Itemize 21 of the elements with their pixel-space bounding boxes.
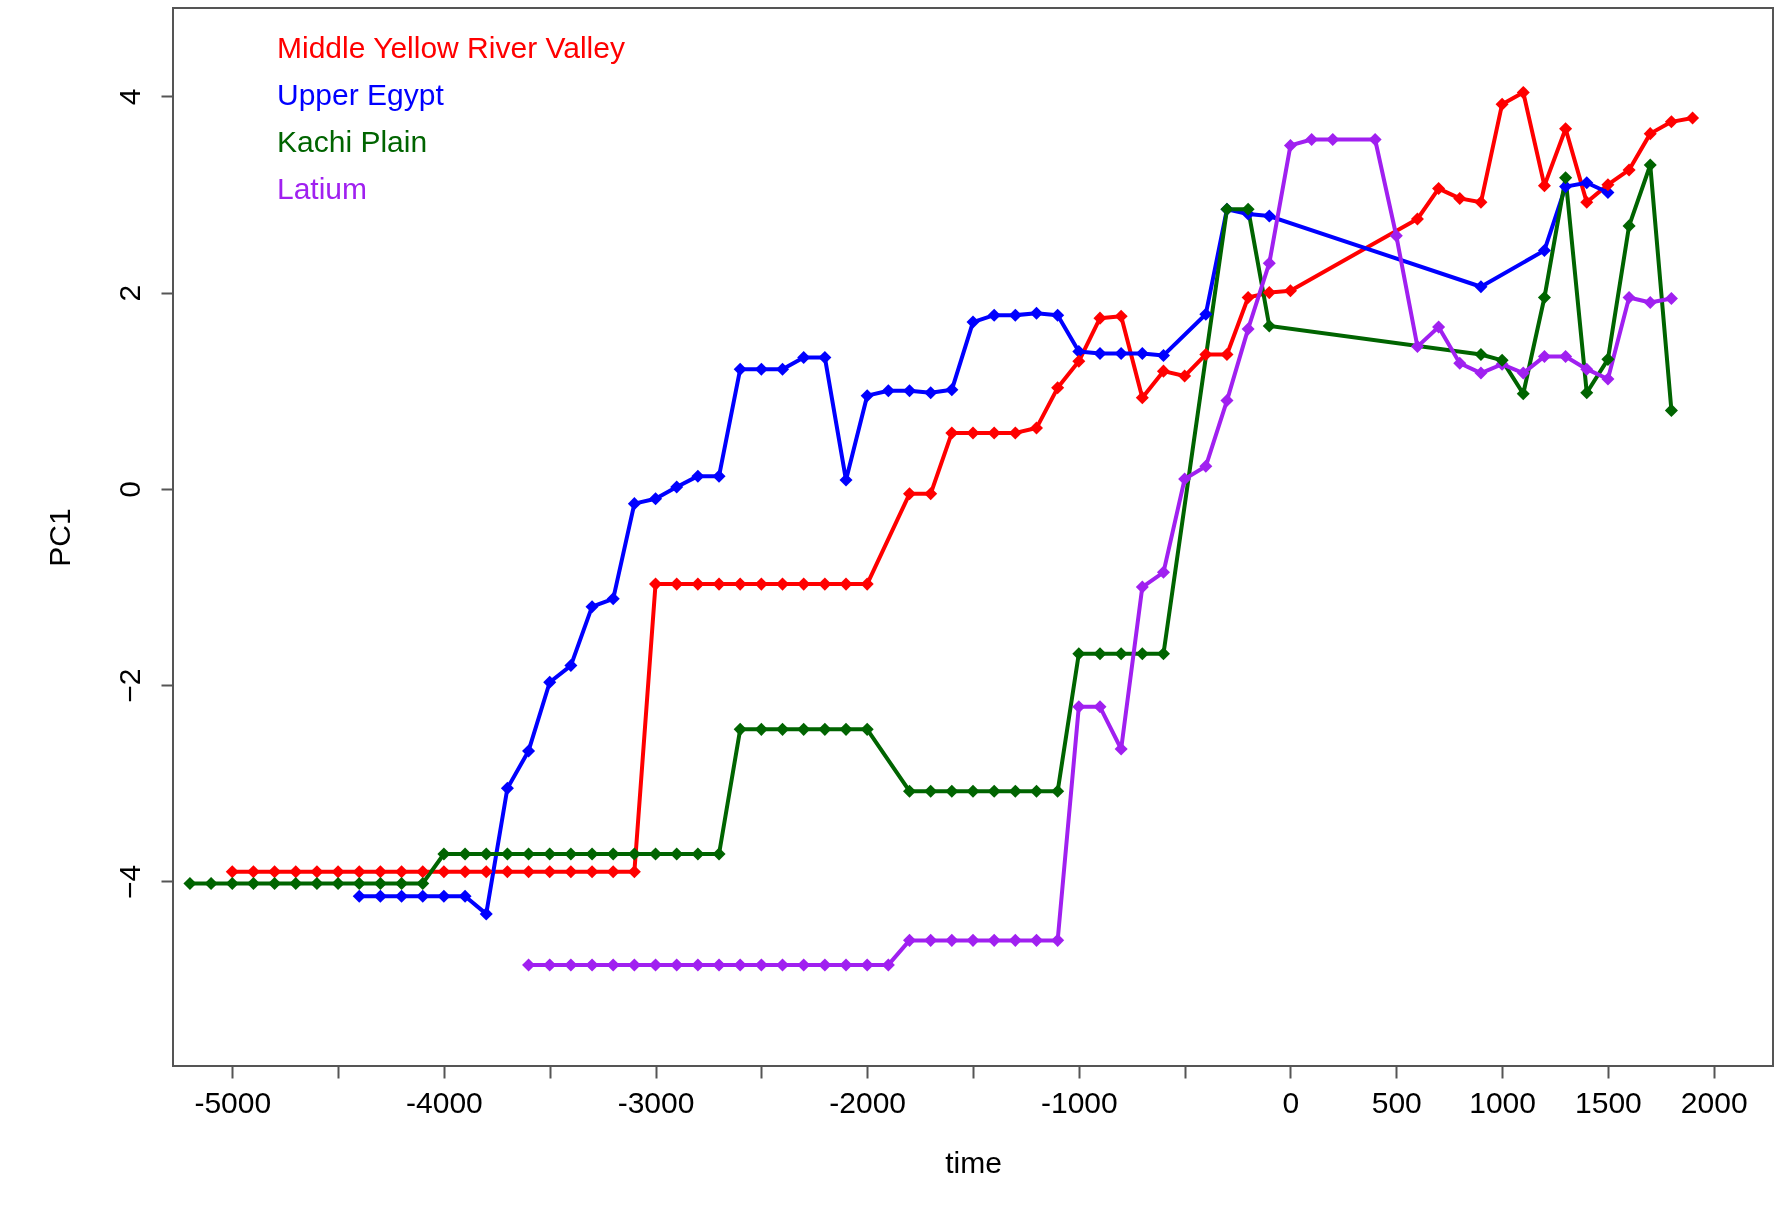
x-tick-label: 500	[1371, 1085, 1422, 1119]
text: Kachi Plain	[277, 125, 428, 158]
x-tick-label: -1000	[1040, 1085, 1118, 1119]
x-axis-title: time	[945, 1145, 1002, 1179]
x-tick-label: 1500	[1575, 1085, 1642, 1119]
x-tick-label: 0	[1282, 1085, 1300, 1119]
x-tick-label: -4000	[406, 1085, 483, 1119]
x-tick-label: -3000	[617, 1085, 695, 1119]
y-tick-label: 4	[112, 88, 146, 106]
y-tick-label: 2	[112, 284, 146, 302]
y-tick-label: −4	[112, 864, 146, 900]
x-tick-label: -2000	[829, 1085, 907, 1119]
text: Middle Yellow River Valley	[277, 31, 625, 64]
x-tick-label: 1000	[1469, 1085, 1536, 1119]
y-axis-title: PC1	[42, 508, 76, 567]
x-tick-label: 2000	[1680, 1085, 1748, 1119]
text: Latium	[277, 172, 368, 205]
text: Upper Egypt	[277, 78, 445, 111]
x-tick-label: -5000	[194, 1085, 272, 1119]
y-tick-label: 0	[112, 481, 146, 498]
y-tick-label: −2	[112, 668, 146, 703]
